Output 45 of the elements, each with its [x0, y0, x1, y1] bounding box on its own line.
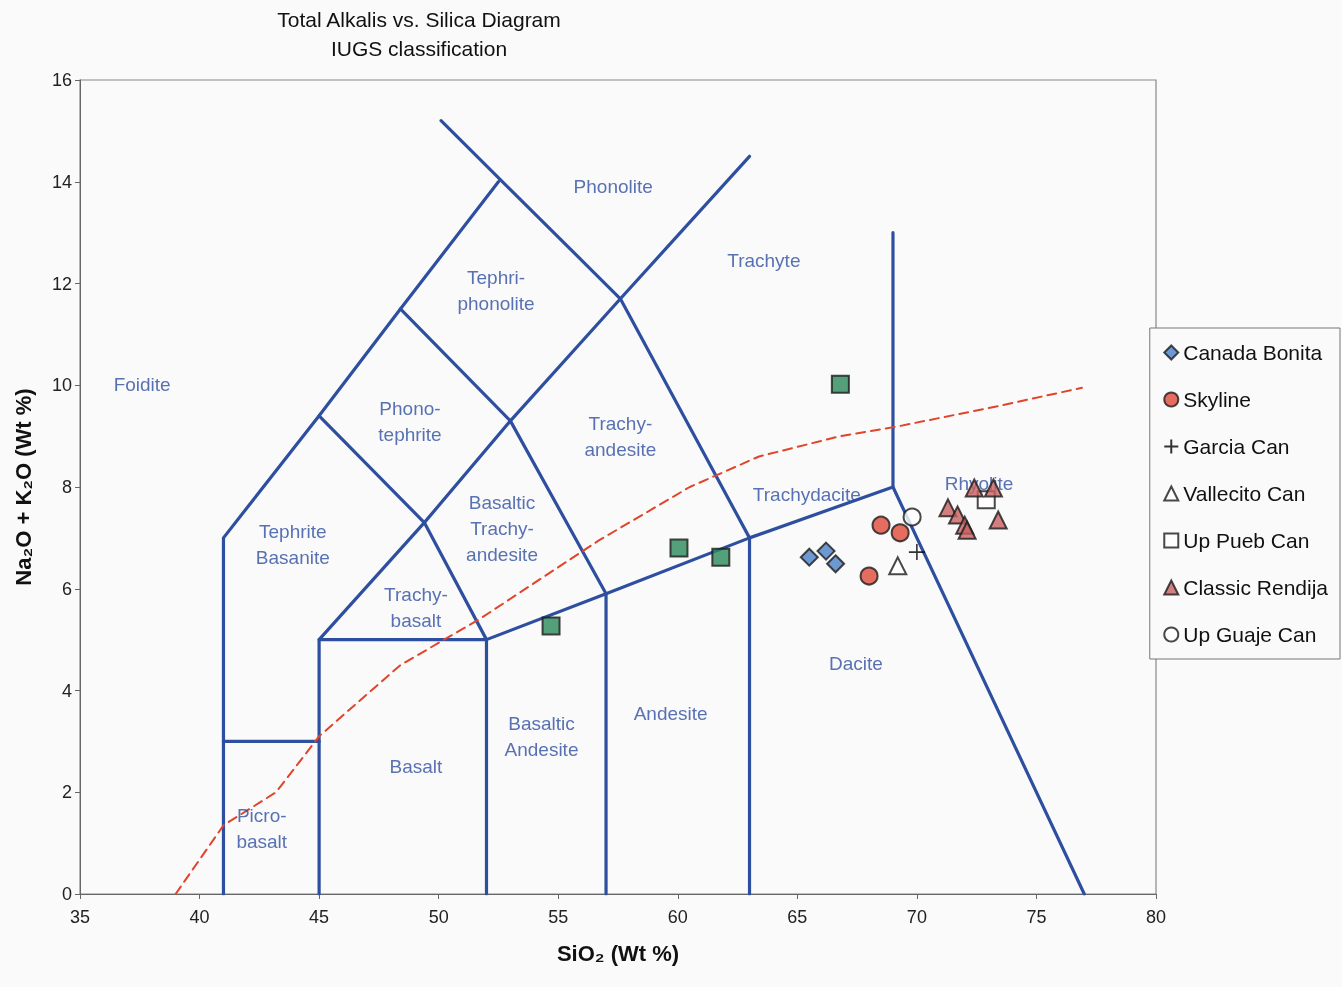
- annotation: Dacite: [828, 652, 883, 674]
- legend-label: Garcia Can: [1183, 435, 1290, 458]
- y-tick-label: 8: [61, 477, 72, 497]
- x-axis-title: SiO₂ (Wt %): [556, 940, 680, 966]
- y-axis-title: Na₂O + K₂O (Wt %): [10, 388, 36, 586]
- annotation: Phono- tephrite: [378, 398, 442, 446]
- legend-label: Skyline: [1183, 388, 1251, 411]
- y-tick-label: 12: [51, 273, 72, 294]
- annotation: Andesite: [633, 703, 708, 725]
- annotation: Trachyte: [727, 249, 801, 271]
- chart-subtitle: IUGS classification: [330, 37, 508, 60]
- annotation: Picro- basalt: [236, 805, 288, 853]
- x-tick-label: 65: [787, 907, 808, 927]
- annotation: Basalt: [389, 756, 444, 778]
- annotation: Phonolite: [573, 176, 653, 198]
- annotation: Tephrite Basanite: [255, 521, 330, 569]
- annotation: Trachydacite: [752, 483, 861, 505]
- legend-label: Vallecito Can: [1183, 482, 1306, 505]
- x-tick-label: 80: [1145, 907, 1167, 927]
- chart-title: Total Alkalis vs. Silica Diagram: [277, 8, 561, 31]
- annotation: Trachy- andesite: [584, 412, 657, 460]
- legend-label: Up Pueb Can: [1183, 529, 1310, 552]
- y-tick-label: 6: [61, 578, 72, 599]
- y-tick-label: 0: [61, 884, 72, 904]
- annotation: Foidite: [113, 373, 171, 395]
- annotation: Basaltic Trachy- andesite: [466, 491, 538, 565]
- x-tick-label: 60: [667, 907, 688, 927]
- y-tick-label: 4: [61, 680, 72, 701]
- legend-label: Classic Rendija: [1183, 576, 1329, 599]
- legend-label: Up Guaje Can: [1183, 623, 1317, 646]
- y-tick-label: 2: [61, 782, 72, 803]
- annotation: Basaltic Andesite: [504, 713, 579, 761]
- y-tick-label: 16: [51, 70, 72, 90]
- x-tick-label: 75: [1026, 907, 1047, 927]
- x-tick-label: 35: [69, 907, 91, 927]
- y-tick-label: 10: [51, 375, 72, 396]
- legend-label: Canada Bonita: [1183, 341, 1323, 364]
- annotation: Trachy- basalt: [384, 583, 448, 631]
- x-tick-label: 45: [309, 907, 330, 927]
- annotation: Tephri- phonolite: [457, 266, 535, 314]
- x-tick-label: 50: [428, 907, 449, 927]
- y-tick-label: 14: [51, 171, 72, 192]
- x-tick-label: 40: [189, 907, 210, 927]
- x-tick-label: 55: [548, 907, 569, 927]
- x-tick-label: 70: [906, 907, 927, 927]
